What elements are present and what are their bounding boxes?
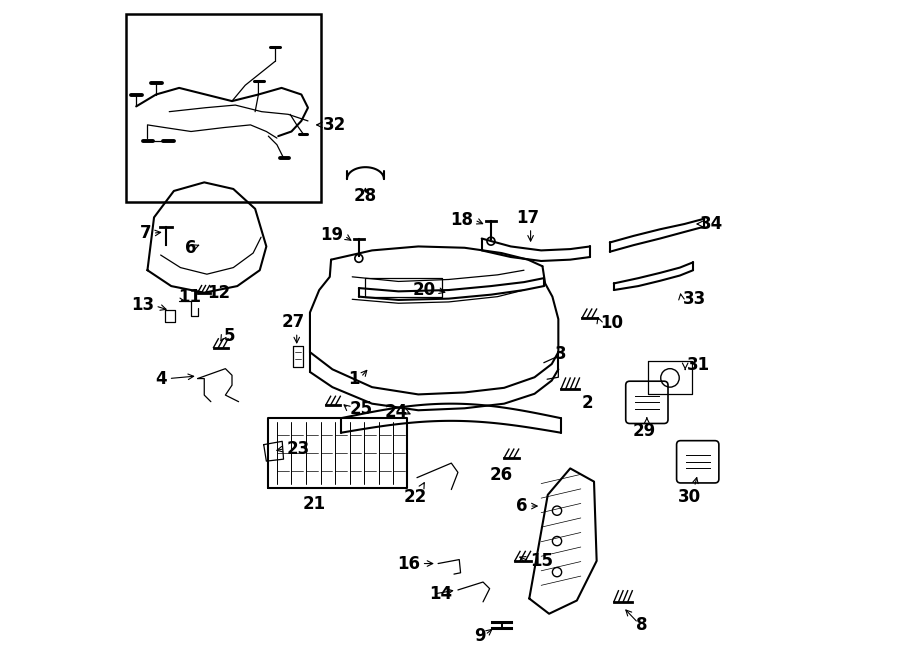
Text: 1: 1 bbox=[348, 369, 360, 387]
Text: 6: 6 bbox=[517, 497, 528, 515]
Text: 24: 24 bbox=[384, 402, 408, 420]
Text: 15: 15 bbox=[531, 552, 554, 570]
Text: 32: 32 bbox=[323, 116, 346, 134]
Text: 31: 31 bbox=[687, 356, 709, 374]
Text: 2: 2 bbox=[582, 394, 594, 412]
Text: 3: 3 bbox=[554, 345, 566, 363]
Text: 9: 9 bbox=[474, 627, 485, 645]
Text: 11: 11 bbox=[178, 288, 201, 306]
Text: 5: 5 bbox=[224, 327, 236, 346]
Text: 28: 28 bbox=[354, 187, 377, 205]
Text: 10: 10 bbox=[600, 314, 624, 332]
Text: 30: 30 bbox=[678, 489, 701, 506]
Text: 22: 22 bbox=[404, 489, 428, 506]
FancyBboxPatch shape bbox=[626, 381, 668, 424]
Text: 19: 19 bbox=[320, 226, 343, 244]
Text: 25: 25 bbox=[349, 400, 373, 418]
Text: 34: 34 bbox=[699, 215, 723, 233]
Text: 16: 16 bbox=[397, 555, 420, 573]
Text: 20: 20 bbox=[412, 281, 436, 299]
Text: 17: 17 bbox=[517, 209, 539, 226]
Text: 7: 7 bbox=[140, 224, 151, 242]
Text: 8: 8 bbox=[635, 616, 647, 634]
Text: 33: 33 bbox=[682, 291, 706, 308]
Text: 21: 21 bbox=[303, 495, 326, 513]
Text: 23: 23 bbox=[286, 440, 310, 457]
Text: 6: 6 bbox=[185, 240, 197, 258]
FancyBboxPatch shape bbox=[126, 14, 321, 202]
Text: 14: 14 bbox=[429, 585, 452, 603]
FancyBboxPatch shape bbox=[677, 441, 719, 483]
Text: 4: 4 bbox=[156, 369, 167, 387]
Text: 13: 13 bbox=[130, 295, 154, 314]
Text: 26: 26 bbox=[490, 467, 513, 485]
Text: 27: 27 bbox=[281, 313, 304, 331]
Text: 18: 18 bbox=[450, 211, 473, 229]
Text: 12: 12 bbox=[207, 284, 230, 302]
Text: 29: 29 bbox=[633, 422, 656, 440]
